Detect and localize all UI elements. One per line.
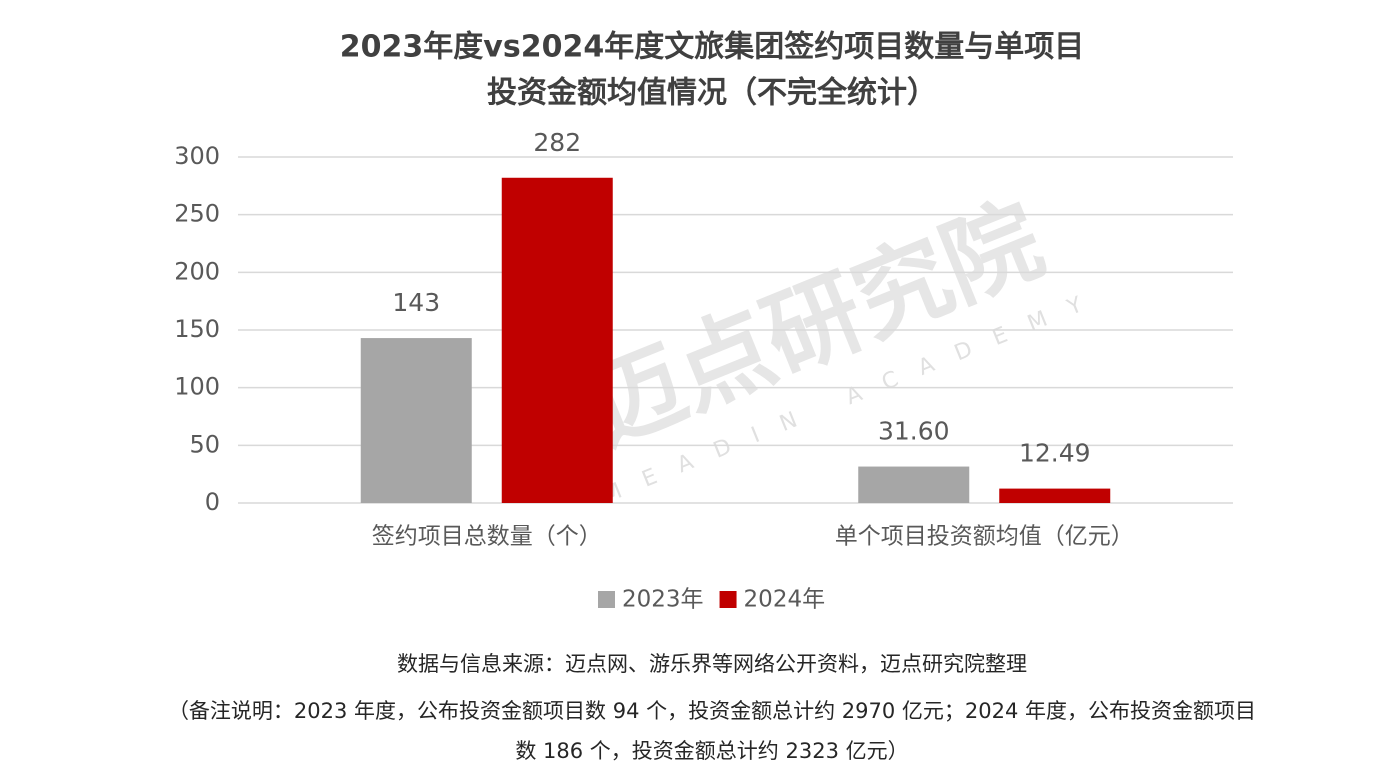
chart-title: 投资金额均值情况（不完全统计） bbox=[487, 76, 937, 111]
legend-label: 2024年 bbox=[744, 587, 826, 613]
y-tick-label: 200 bbox=[174, 257, 220, 285]
x-tick-label: 单个项目投资额均值（亿元） bbox=[835, 524, 1134, 550]
y-tick-label: 250 bbox=[174, 200, 220, 228]
note: 数 186 个，投资金额总计约 2323 亿元） bbox=[515, 739, 908, 763]
chart-title: 2023年度vs2024年度文旅集团签约项目数量与单项目 bbox=[340, 30, 1084, 65]
source: 数据与信息来源：迈点网、游乐界等网络公开资料，迈点研究院整理 bbox=[397, 652, 1027, 676]
bar bbox=[360, 338, 472, 503]
y-tick-label: 100 bbox=[174, 373, 220, 401]
bar bbox=[858, 466, 970, 503]
x-tick-label: 签约项目总数量（个） bbox=[372, 524, 602, 550]
legend-swatch bbox=[598, 591, 615, 608]
value-label: 12.49 bbox=[1019, 439, 1091, 468]
note: （备注说明：2023 年度，公布投资金额项目数 94 个，投资金额总计约 297… bbox=[168, 699, 1256, 723]
y-tick-label: 150 bbox=[174, 315, 220, 343]
value-label: 282 bbox=[533, 128, 581, 157]
y-tick-label: 0 bbox=[205, 488, 220, 516]
bar bbox=[501, 177, 613, 503]
bar bbox=[999, 488, 1111, 503]
legend-swatch bbox=[719, 591, 737, 608]
legend-label: 2023年 bbox=[622, 587, 704, 613]
value-label: 31.60 bbox=[878, 417, 950, 446]
y-tick-label: 300 bbox=[174, 142, 220, 170]
value-label: 143 bbox=[392, 288, 440, 317]
y-tick-label: 50 bbox=[189, 430, 220, 458]
